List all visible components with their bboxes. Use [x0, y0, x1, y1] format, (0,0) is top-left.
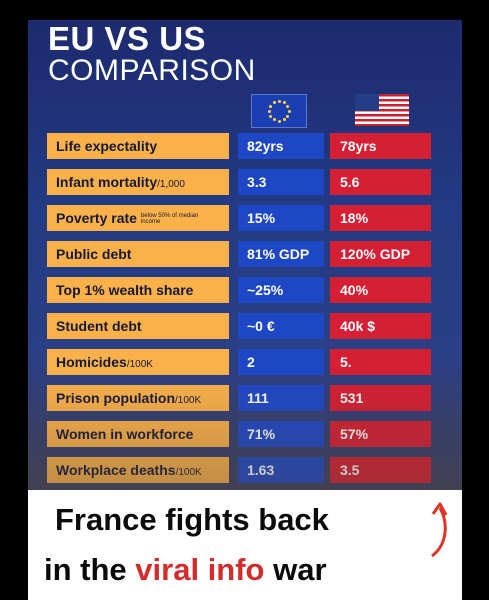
eu-value: 1.63	[238, 457, 324, 483]
eu-flag-star	[287, 109, 291, 113]
caption-banner: France fights back in the viral info war	[28, 490, 462, 600]
row-label-text: Women in workforce	[56, 426, 194, 442]
caption-line-2: in the viral info war	[44, 552, 327, 588]
eu-flag-star	[277, 119, 281, 123]
caption-highlight: viral info	[135, 552, 265, 587]
row-label-unit: /100K	[175, 467, 202, 478]
eu-flag-star	[272, 118, 276, 122]
eu-flag-star	[282, 118, 286, 122]
us-value: 5.6	[330, 169, 431, 195]
eu-flag-icon	[251, 94, 307, 128]
eu-value: ~25%	[238, 277, 324, 303]
us-value: 40k $	[330, 313, 431, 339]
eu-flag-star	[286, 114, 290, 118]
row-label-text: Public debt	[56, 246, 132, 262]
row-label-unit: /1,000	[157, 179, 185, 190]
row-label: Prison population/100K	[47, 385, 229, 411]
row-label-note: below 50% of median income	[140, 213, 199, 226]
poster-title: EU VS US	[48, 20, 207, 57]
row-label: Workplace deaths/100K	[47, 457, 229, 483]
row-label-text: Homicides	[56, 354, 127, 370]
row-label-text: Infant mortality	[56, 174, 158, 190]
caption-line-1: France fights back	[55, 502, 329, 537]
eu-value: 82yrs	[238, 133, 324, 159]
eu-value: 15%	[238, 205, 324, 231]
row-label: Student debt	[47, 313, 229, 339]
row-label: Poverty rate below 50% of median income	[47, 205, 229, 231]
us-value: 57%	[330, 421, 431, 447]
row-label-unit: /100K	[126, 359, 153, 370]
us-flag-canton	[355, 94, 379, 111]
content-frame: EU VS US COMPARISON Life expectality 82yr…	[28, 20, 462, 600]
eu-value: 111	[238, 385, 324, 411]
eu-flag-star	[277, 99, 281, 103]
eu-flag-star	[286, 104, 290, 108]
row-label: Life expectality	[47, 133, 229, 159]
eu-value: 71%	[238, 421, 324, 447]
row-label: Top 1% wealth share	[47, 277, 229, 303]
eu-value: 3.3	[238, 169, 324, 195]
eu-value: 81% GDP	[238, 241, 324, 267]
row-label-text: Student debt	[56, 318, 142, 334]
eu-value: 2	[238, 349, 324, 375]
row-label-unit: /100K	[175, 395, 202, 406]
us-value: 531	[330, 385, 431, 411]
row-label-text: Top 1% wealth share	[56, 282, 194, 298]
row-label: Homicides/100K	[47, 349, 229, 375]
us-value: 120% GDP	[330, 241, 431, 267]
curved-arrow-up-icon	[431, 502, 448, 558]
comparison-poster: EU VS US COMPARISON Life expectality 82yr…	[28, 20, 462, 490]
eu-flag-star	[272, 100, 276, 104]
row-label: Women in workforce	[47, 421, 229, 447]
us-value: 18%	[330, 205, 431, 231]
eu-flag-star	[268, 114, 272, 118]
eu-value: ~0 €	[238, 313, 324, 339]
caption-text-c: war	[264, 552, 327, 587]
us-value: 40%	[330, 277, 431, 303]
eu-flag-star	[282, 100, 286, 104]
row-label-text: Life expectality	[56, 138, 158, 154]
row-label-text: Prison population	[56, 390, 175, 406]
us-flag-icon	[355, 94, 409, 126]
us-value: 3.5	[330, 457, 431, 483]
eu-flag-star	[268, 104, 272, 108]
us-value: 5.	[330, 349, 431, 375]
poster-subtitle: COMPARISON	[48, 54, 256, 87]
row-label-text: Poverty rate	[56, 210, 137, 226]
row-label-text: Workplace deaths	[56, 462, 176, 478]
caption-text-a: in the	[44, 552, 136, 587]
row-label: Infant mortality/1,000	[47, 169, 229, 195]
us-value: 78yrs	[330, 133, 431, 159]
row-label: Public debt	[47, 241, 229, 267]
eu-flag-star	[267, 109, 271, 113]
